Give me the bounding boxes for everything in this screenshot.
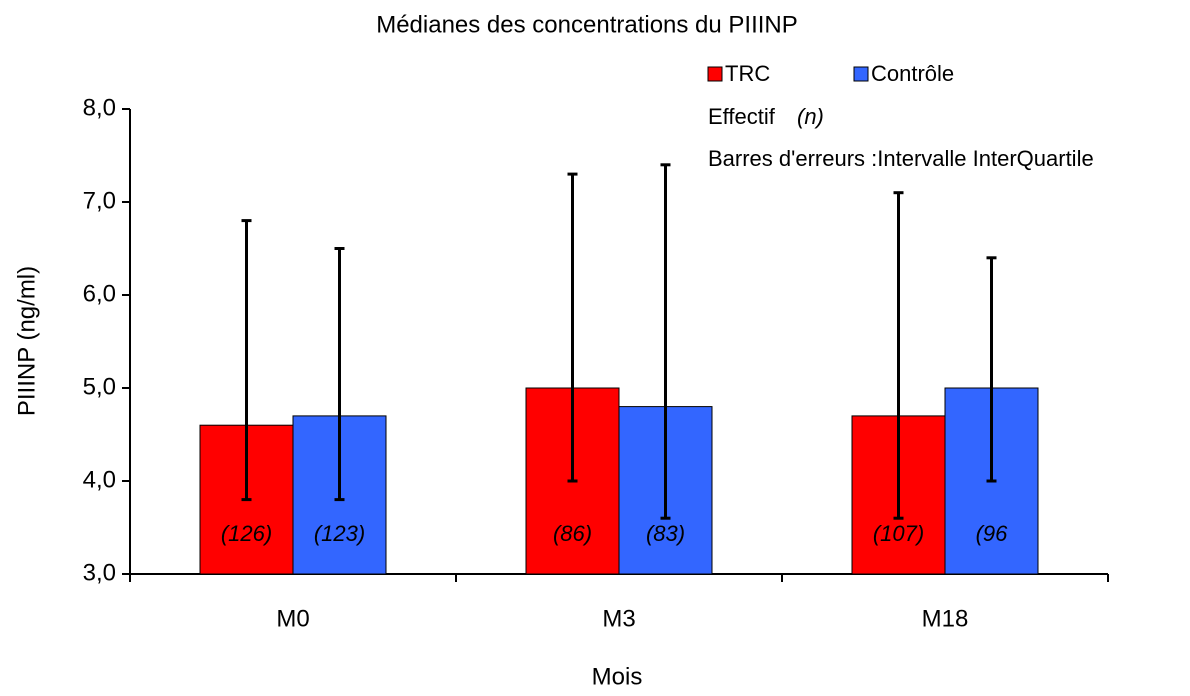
chart-title: Médianes des concentrations du PIIINP [376, 11, 798, 38]
y-tick-label: 4,0 [83, 466, 116, 493]
y-tick-label: 3,0 [83, 559, 116, 586]
count-label: (96 [976, 521, 1009, 546]
count-label: (86) [553, 521, 592, 546]
y-tick-label: 6,0 [83, 280, 116, 307]
count-label: (123) [314, 521, 365, 546]
x-tick-label: M18 [922, 605, 969, 632]
x-axis-label: Mois [592, 663, 643, 690]
legend-label: TRC [725, 61, 770, 86]
legend-label: Contrôle [871, 61, 954, 86]
legend-swatch [853, 66, 869, 82]
x-tick-label: M3 [602, 605, 635, 632]
count-label: (107) [873, 521, 924, 546]
legend-swatch [707, 66, 723, 82]
y-axis-label: PIIINP (ng/ml) [13, 266, 40, 416]
x-tick-label: M0 [276, 605, 309, 632]
annotation: Barres d'erreurs :Intervalle InterQuarti… [708, 146, 1094, 171]
annotation: Effectif [708, 104, 776, 129]
y-tick-label: 8,0 [83, 94, 116, 121]
y-tick-label: 5,0 [83, 373, 116, 400]
count-label: (83) [646, 521, 685, 546]
count-label: (126) [221, 521, 272, 546]
annotation: (n) [797, 104, 824, 129]
y-tick-label: 7,0 [83, 187, 116, 214]
